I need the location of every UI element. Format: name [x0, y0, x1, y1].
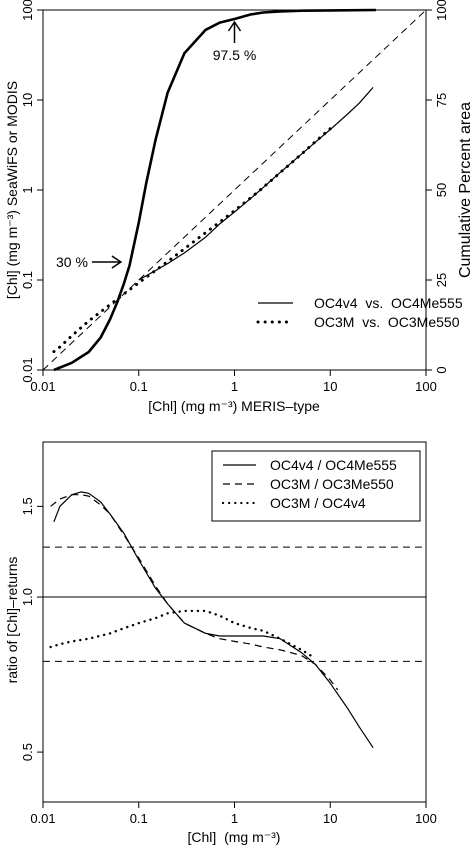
top-series-group: [52, 8, 376, 372]
annotation-30-label: 30 %: [56, 254, 88, 270]
top-x-tick-label: 1: [231, 379, 238, 394]
top-x-tick-label: 100: [415, 379, 437, 394]
bottom-series-dotted-line: [49, 609, 317, 660]
bottom-chart: 0.01 0.1 1 10 100 0.5 1.0 1.5 [Chl] (mg m⁻³) ra…: [4, 441, 437, 845]
top-y-tick-label: 100: [20, 0, 35, 21]
top-y2-tick-label: 100: [434, 0, 449, 21]
top-y2-tick-label: 50: [434, 183, 449, 197]
top-series-dotted-line: [52, 127, 332, 354]
annotation-30-arrow-head: [111, 255, 123, 269]
top-axis-ticks: 0.01 0.1 1 10 100 0.01 0.1 1 10 100 0 25 50 75 100: [20, 0, 449, 394]
top-one-to-one-line: [42, 9, 427, 371]
bottom-series-dashed-line: [50, 494, 339, 691]
top-y-axis-label: [Chl] (mg m⁻³) SeaWiFS or MODIS: [4, 81, 20, 299]
top-chart: 0.01 0.1 1 10 100 0.01 0.1 1 10 100 0 25 50 75 100 30 …: [4, 0, 474, 414]
top-y-tick-label: 0.01: [20, 357, 35, 382]
top-legend-label-2: OC3M vs. OC3Me550: [314, 314, 460, 330]
bottom-reference-lines: [43, 546, 426, 662]
bottom-legend: OC4v4 / OC4Me555 OC3M / OC3Me550 OC3M / …: [211, 450, 421, 522]
bottom-x-tick-label: 0.01: [30, 811, 55, 826]
top-y-tick-label: 0.1: [20, 271, 35, 289]
bottom-legend-label-1: OC4v4 / OC4Me555: [270, 457, 397, 473]
top-x-tick-label: 0.1: [130, 379, 148, 394]
bottom-y-axis-label: ratio of [Chl]–returns: [4, 557, 20, 684]
top-y-tick-label: 10: [20, 93, 35, 107]
bottom-legend-box: [211, 450, 421, 522]
bottom-series-solid-line: [53, 491, 374, 749]
bottom-y-tick-label: 1.5: [20, 497, 35, 515]
top-y2-tick-label: 25: [434, 273, 449, 287]
top-legend-label-1: OC4v4 vs. OC4Me555: [314, 295, 463, 311]
bottom-legend-label-3: OC3M / OC4v4: [270, 495, 366, 511]
top-y2-tick-label: 75: [434, 93, 449, 107]
top-series-cumulative-line: [53, 8, 376, 372]
top-series-dashed-1to1-line: [42, 9, 427, 371]
top-x-axis-label: [Chl] (mg m⁻³) MERIS–type: [148, 398, 320, 414]
top-annotations: 30 % 97.5 %: [56, 20, 257, 270]
annotation-975-label: 97.5 %: [213, 47, 257, 63]
top-legend: OC4v4 vs. OC4Me555 OC3M vs. OC3Me550: [256, 295, 463, 330]
top-y-tick-label: 1: [20, 186, 35, 193]
top-y2-tick-label: 0: [434, 366, 449, 373]
top-y2-axis-label: Cumulative Percent area: [457, 102, 474, 278]
bottom-x-tick-label: 1: [231, 811, 238, 826]
bottom-legend-label-2: OC3M / OC3Me550: [270, 476, 394, 492]
top-x-tick-label: 0.01: [30, 379, 55, 394]
annotation-975-arrow-head: [227, 20, 242, 32]
bottom-x-axis-label: [Chl] (mg m⁻³): [188, 829, 281, 845]
bottom-x-tick-label: 100: [415, 811, 437, 826]
bottom-x-tick-label: 10: [323, 811, 337, 826]
bottom-x-tick-label: 0.1: [130, 811, 148, 826]
bottom-axis-ticks: 0.01 0.1 1 10 100 0.5 1.0 1.5: [20, 497, 437, 826]
top-series-solid-line: [138, 87, 374, 281]
bottom-y-tick-label: 0.5: [20, 743, 35, 761]
bottom-series-group: [49, 491, 374, 749]
top-x-tick-label: 10: [323, 379, 337, 394]
bottom-y-tick-label: 1.0: [20, 588, 35, 606]
